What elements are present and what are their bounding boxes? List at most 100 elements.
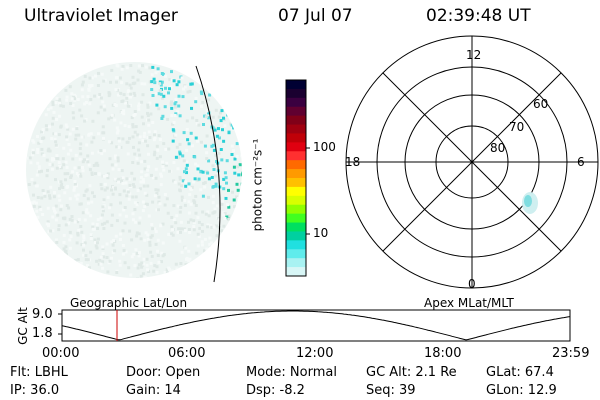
image-pixel	[179, 230, 182, 234]
colorbar-cell	[286, 249, 306, 259]
image-pixel	[141, 93, 145, 97]
image-pixel	[77, 229, 81, 232]
image-pixel	[177, 94, 181, 98]
image-pixel	[223, 171, 227, 175]
image-pixel	[237, 173, 241, 177]
image-pixel	[178, 152, 182, 156]
image-pixel	[102, 79, 106, 83]
colorbar-cell	[286, 178, 306, 188]
image-pixel	[196, 244, 200, 248]
image-pixel	[131, 161, 135, 164]
image-pixel	[213, 210, 217, 214]
image-pixel	[214, 174, 218, 178]
image-pixel	[219, 148, 223, 151]
image-pixel	[72, 186, 76, 190]
image-pixel	[124, 101, 127, 105]
image-pixel	[100, 222, 104, 226]
image-pixel	[88, 76, 92, 80]
image-pixel	[111, 250, 115, 254]
image-pixel	[146, 111, 149, 115]
image-pixel	[203, 114, 207, 118]
image-pixel	[101, 209, 105, 213]
image-pixel	[101, 260, 105, 264]
image-pixel	[200, 140, 203, 144]
image-pixel	[212, 168, 216, 171]
image-pixel	[173, 114, 177, 117]
image-pixel	[122, 93, 126, 97]
image-pixel	[159, 224, 163, 228]
image-pixel	[191, 144, 194, 148]
image-pixel	[135, 157, 139, 161]
image-pixel	[162, 142, 166, 146]
image-pixel	[73, 166, 77, 170]
image-pixel	[49, 229, 53, 233]
timeline-xtick-1200: 12:00	[296, 346, 334, 361]
image-pixel	[133, 208, 137, 211]
image-pixel	[97, 71, 100, 75]
image-pixel	[125, 66, 129, 70]
image-pixel	[91, 119, 95, 123]
image-pixel	[176, 167, 180, 171]
image-pixel	[222, 177, 226, 181]
image-pixel	[73, 93, 77, 97]
colorbar-unit-label: photon cm⁻²s⁻¹	[250, 138, 265, 232]
image-pixel	[220, 202, 224, 206]
image-pixel	[125, 177, 129, 181]
image-pixel	[76, 231, 80, 235]
image-pixel	[212, 225, 216, 229]
image-pixel	[50, 167, 54, 171]
image-pixel	[227, 188, 230, 192]
image-pixel	[210, 241, 214, 245]
image-pixel	[153, 264, 157, 268]
image-pixel	[133, 130, 137, 134]
colorbar-cell	[286, 124, 306, 134]
image-pixel	[207, 116, 211, 120]
image-pixel	[129, 92, 133, 96]
image-pixel	[76, 220, 80, 224]
image-pixel	[203, 181, 207, 185]
image-pixel	[55, 96, 59, 100]
image-pixel	[90, 140, 94, 144]
image-pixel	[220, 109, 224, 113]
image-pixel	[45, 158, 49, 162]
image-pixel	[143, 238, 147, 242]
image-pixel	[175, 214, 179, 218]
image-pixel	[110, 240, 114, 244]
image-pixel	[141, 139, 145, 142]
image-pixel	[101, 125, 105, 129]
image-pixel	[235, 195, 239, 199]
image-pixel	[215, 224, 218, 228]
image-pixel	[32, 140, 36, 144]
image-pixel	[65, 125, 69, 129]
image-pixel	[160, 174, 163, 178]
image-pixel	[145, 193, 149, 197]
image-pixel	[217, 127, 220, 131]
image-pixel	[94, 241, 97, 244]
image-pixel	[140, 265, 144, 269]
image-pixel	[163, 271, 167, 274]
image-pixel	[74, 133, 78, 137]
image-pixel	[200, 243, 204, 247]
image-pixel	[117, 177, 121, 181]
image-pixel	[40, 169, 43, 173]
image-pixel	[178, 175, 182, 179]
image-pixel	[133, 81, 137, 85]
image-pixel	[112, 239, 116, 242]
image-pixel	[108, 157, 112, 161]
image-pixel	[208, 236, 212, 240]
image-pixel	[102, 198, 106, 202]
image-pixel	[161, 241, 165, 245]
image-pixel	[79, 262, 83, 265]
image-pixel	[115, 145, 119, 149]
image-pixel	[134, 125, 138, 129]
image-pixel	[227, 205, 231, 209]
image-pixel	[50, 158, 54, 162]
image-pixel	[235, 182, 239, 186]
image-pixel	[177, 182, 181, 186]
image-pixel	[86, 160, 90, 164]
image-pixel	[68, 197, 72, 201]
image-pixel	[185, 257, 188, 261]
image-pixel	[88, 266, 91, 270]
image-pixel	[182, 227, 186, 231]
image-pixel	[215, 134, 219, 138]
